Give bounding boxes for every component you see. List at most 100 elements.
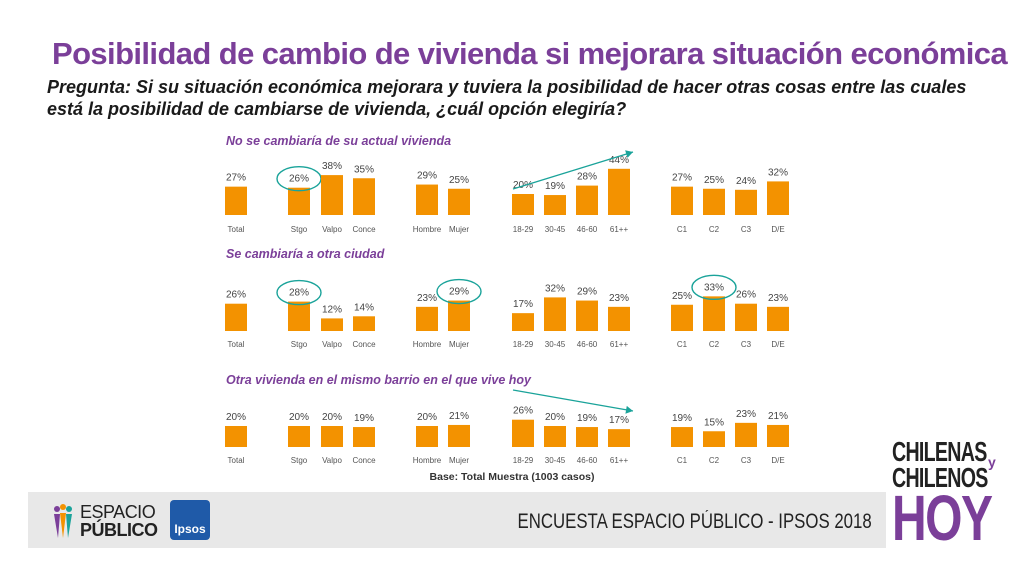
data-label: 29% [577, 287, 597, 298]
ipsos-logo: Ipsos [170, 500, 210, 540]
category-label: D/E [771, 225, 784, 234]
bar [703, 296, 725, 331]
category-label: C2 [709, 225, 720, 234]
category-label: Total [228, 456, 245, 465]
category-label: C3 [741, 225, 752, 234]
chilenas-chilenos-hoy-logo: CHILENAS y CHILENOS HOY [892, 436, 1002, 556]
data-label: 23% [736, 409, 756, 420]
bar [288, 426, 310, 447]
data-label: 28% [289, 288, 309, 299]
data-label: 25% [449, 175, 469, 186]
category-label: Hombre [413, 456, 442, 465]
data-label: 44% [609, 155, 629, 166]
espacio-publico-mark-icon [54, 504, 72, 538]
bar [735, 303, 757, 331]
category-label: Mujer [449, 225, 469, 234]
bar [544, 195, 566, 215]
data-label: 12% [322, 304, 342, 315]
bar [703, 188, 725, 215]
category-label: 46-60 [577, 225, 598, 234]
category-label: 61++ [610, 225, 629, 234]
data-label: 26% [226, 290, 246, 301]
data-label: 26% [289, 174, 309, 185]
data-label: 20% [322, 412, 342, 423]
category-label: Conce [352, 456, 376, 465]
data-label: 32% [768, 167, 788, 178]
trend-arrow-head [625, 150, 633, 158]
category-label: 30-45 [545, 456, 566, 465]
category-label: Total [228, 225, 245, 234]
bar [671, 186, 693, 215]
brand-line2: CHILENOS [892, 462, 988, 493]
category-label: 61++ [610, 340, 629, 349]
data-label: 29% [449, 287, 469, 298]
data-label: 35% [354, 164, 374, 175]
bar [353, 178, 375, 215]
category-label: 18-29 [513, 225, 534, 234]
bar [767, 306, 789, 331]
category-label: D/E [771, 456, 784, 465]
data-label: 26% [736, 290, 756, 301]
highlight-circle [436, 278, 482, 305]
bar [544, 297, 566, 331]
panel-title: Se cambiaría a otra ciudad [226, 247, 385, 261]
bar [703, 431, 725, 447]
bar [576, 300, 598, 331]
category-label: Hombre [413, 340, 442, 349]
category-label: C3 [741, 456, 752, 465]
data-label: 20% [545, 412, 565, 423]
data-label: 29% [417, 171, 437, 182]
bar [608, 429, 630, 447]
bar [288, 187, 310, 215]
data-label: 24% [736, 176, 756, 187]
survey-question: Pregunta: Si su situación económica mejo… [47, 77, 967, 119]
espacio-publico-logo: ESPACIO PÚBLICO [52, 502, 162, 542]
data-label: 21% [768, 411, 788, 422]
base-note: Base: Total Muestra (1003 casos) [430, 471, 595, 483]
espacio-publico-logo-line2: PÚBLICO [80, 520, 158, 540]
bar [671, 304, 693, 331]
bar [321, 426, 343, 447]
bar [353, 316, 375, 331]
data-label: 21% [449, 411, 469, 422]
category-label: C1 [677, 456, 688, 465]
category-label: Mujer [449, 340, 469, 349]
data-label: 20% [417, 412, 437, 423]
category-label: C3 [741, 340, 752, 349]
highlight-circle [691, 274, 737, 301]
bar [353, 427, 375, 447]
data-label: 27% [672, 173, 692, 184]
bar [608, 168, 630, 215]
category-label: 30-45 [545, 340, 566, 349]
data-label: 20% [226, 412, 246, 423]
category-label: Mujer [449, 456, 469, 465]
bar [321, 318, 343, 331]
data-label: 19% [577, 413, 597, 424]
bar [608, 306, 630, 331]
data-label: 23% [417, 293, 437, 304]
category-label: Total [228, 340, 245, 349]
bar [225, 186, 247, 215]
category-label: Valpo [322, 225, 342, 234]
bar [321, 175, 343, 215]
bar [735, 422, 757, 447]
data-label: 32% [545, 283, 565, 294]
page-title: Posibilidad de cambio de vivienda si mej… [52, 36, 1008, 71]
data-label: 38% [322, 161, 342, 172]
bar-charts: Base: Total Muestra (1003 casos) No se c… [225, 134, 789, 483]
highlight-circle [276, 279, 322, 306]
data-label: 17% [609, 415, 629, 426]
category-label: Conce [352, 340, 376, 349]
category-label: C1 [677, 340, 688, 349]
category-label: Valpo [322, 456, 342, 465]
panel-title: No se cambiaría de su actual vivienda [226, 134, 451, 148]
data-label: 17% [513, 299, 533, 310]
bar [288, 301, 310, 331]
bar [512, 313, 534, 331]
trend-arrow [512, 151, 634, 190]
data-label: 25% [704, 175, 724, 186]
bar [448, 424, 470, 447]
category-label: 46-60 [577, 340, 598, 349]
data-label: 26% [513, 406, 533, 417]
data-label: 15% [704, 417, 724, 428]
